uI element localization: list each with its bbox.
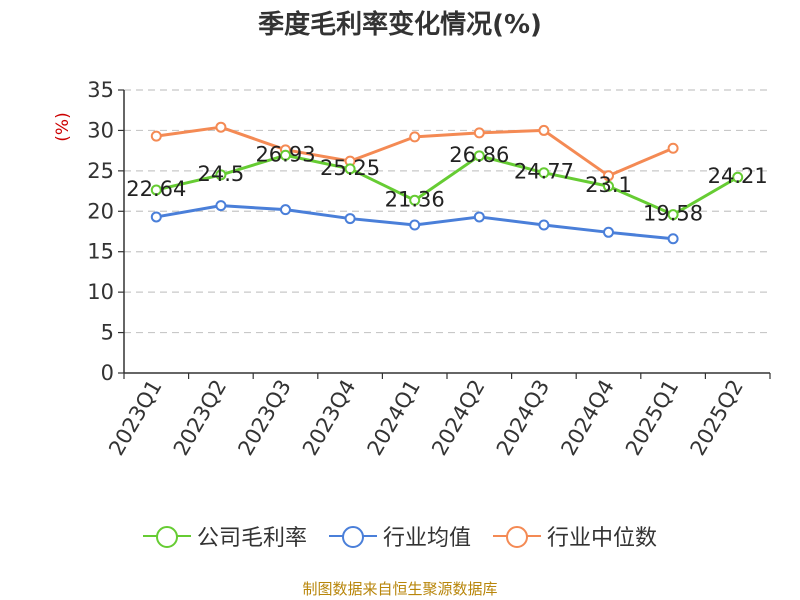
series-point [603,180,614,192]
legend-label: 行业中位数 [547,526,658,551]
data-label: 22.64 [126,177,186,201]
data-label: 23.1 [585,173,632,197]
data-label: 21.36 [385,187,445,211]
x-tick-label: 2023Q1 [104,376,166,460]
data-label: 24.77 [514,160,574,184]
legend-swatch-icon [328,524,377,548]
x-tick-label: 2024Q4 [556,376,618,460]
series-point [150,130,162,142]
series-point [667,209,679,221]
y-tick-label: 20 [87,199,114,223]
series-point [344,163,356,175]
y-tick-label: 35 [87,78,114,102]
series-point [344,213,356,225]
legend-item[interactable]: 行业中位数 [493,520,657,552]
legend-label: 行业均值 [382,526,471,551]
x-tick-label: 2023Q4 [298,376,360,460]
x-tick-label: 2023Q2 [169,376,231,460]
x-tick-label: 2024Q3 [492,376,554,460]
x-tick-label: 2025Q2 [686,376,748,460]
x-tick-label: 2024Q2 [427,376,489,460]
series-point [473,127,485,139]
data-label: 25.25 [320,156,380,180]
y-tick-label: 5 [101,321,114,345]
series-point [667,233,679,245]
y-tick-label: 25 [87,159,114,183]
series-line [155,153,739,217]
y-tick-label: 10 [87,280,114,304]
legend-swatch-icon [142,524,191,548]
series-point [732,171,744,183]
legend-swatch-icon [493,524,541,548]
legend: 公司毛利率 行业均值 行业中位数 [0,520,800,552]
series-point [603,170,614,182]
data-label: 24.5 [198,162,245,186]
series-point [280,149,291,161]
series-point [150,184,162,196]
series-point [473,211,485,223]
data-label: 26.93 [255,142,315,166]
source-note: 制图数据来自恒生聚源数据库 [302,580,498,598]
legend-item[interactable]: 公司毛利率 [142,520,307,552]
y-axis-label: (%) [53,112,73,141]
series-point [667,142,679,154]
data-label: 24.21 [708,164,768,188]
series-point [409,194,421,206]
series-point [150,211,162,223]
x-tick-label: 2024Q1 [363,376,425,460]
y-tick-label: 30 [87,118,114,142]
series-point [409,219,421,231]
series-layer [150,121,744,245]
data-label: 26.86 [449,143,509,167]
legend-label: 公司毛利率 [196,526,307,551]
data-label: 19.58 [643,202,703,226]
series-point [538,124,550,136]
series-point [215,200,227,212]
chart-title: 季度毛利率变化情况(%) [258,10,542,40]
y-tick-label: 15 [87,240,114,264]
series-point [473,150,485,162]
legend-item[interactable]: 行业均值 [328,520,471,552]
y-tick-label: 0 [101,361,114,385]
series-point [280,204,291,216]
x-tick-label: 2023Q3 [233,376,295,460]
series-point [538,167,550,179]
series-point [538,219,550,231]
series-point [215,121,227,133]
series-point [409,131,421,143]
x-tick-label: 2025Q1 [621,376,683,460]
series-point [603,226,614,238]
series-point [215,169,227,181]
